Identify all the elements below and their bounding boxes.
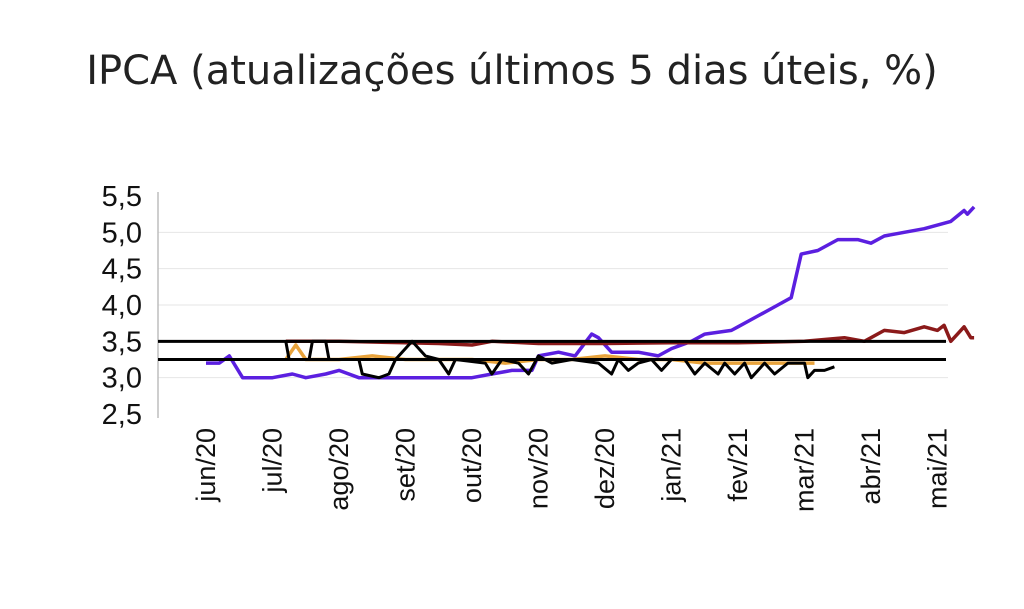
x-tick-label: fev/21 <box>723 428 753 502</box>
y-tick-label: 3,0 <box>102 363 142 395</box>
y-tick-label: 2,5 <box>102 399 142 431</box>
x-tick-label: jun/20 <box>191 428 221 503</box>
y-tick-labels: 5,5 5,0 4,5 4,0 3,5 3,0 2,5 <box>102 181 142 431</box>
grid-lines <box>158 231 948 379</box>
x-tick-label: ago/20 <box>324 428 354 511</box>
x-tick-label: jul/20 <box>258 428 288 494</box>
chart-title: IPCA (atualizações últimos 5 dias úteis,… <box>86 48 938 94</box>
x-tick-label: abr/21 <box>856 428 886 505</box>
y-tick-label: 3,5 <box>102 326 142 358</box>
y-tick-label: 4,5 <box>102 254 142 286</box>
x-tick-label: nov/20 <box>524 428 554 509</box>
x-tick-label: out/20 <box>457 428 487 503</box>
y-tick-label: 4,0 <box>102 290 142 322</box>
series-line-1 <box>206 205 976 380</box>
x-tick-label: mai/21 <box>923 428 953 509</box>
series-line-2 <box>285 323 975 347</box>
x-tick-label: set/20 <box>391 428 421 502</box>
reference-lines <box>158 339 946 361</box>
x-tick-label: jan/21 <box>657 428 687 503</box>
x-tick-labels: jun/20 jul/20 ago/20 set/20 out/20 nov/20 dez/… <box>191 428 953 512</box>
series-line-4 <box>284 339 835 380</box>
y-tick-label: 5,5 <box>102 181 142 213</box>
x-tick-label: mar/21 <box>790 428 820 512</box>
x-tick-label: dez/20 <box>590 428 620 509</box>
y-tick-label: 5,0 <box>102 217 142 249</box>
